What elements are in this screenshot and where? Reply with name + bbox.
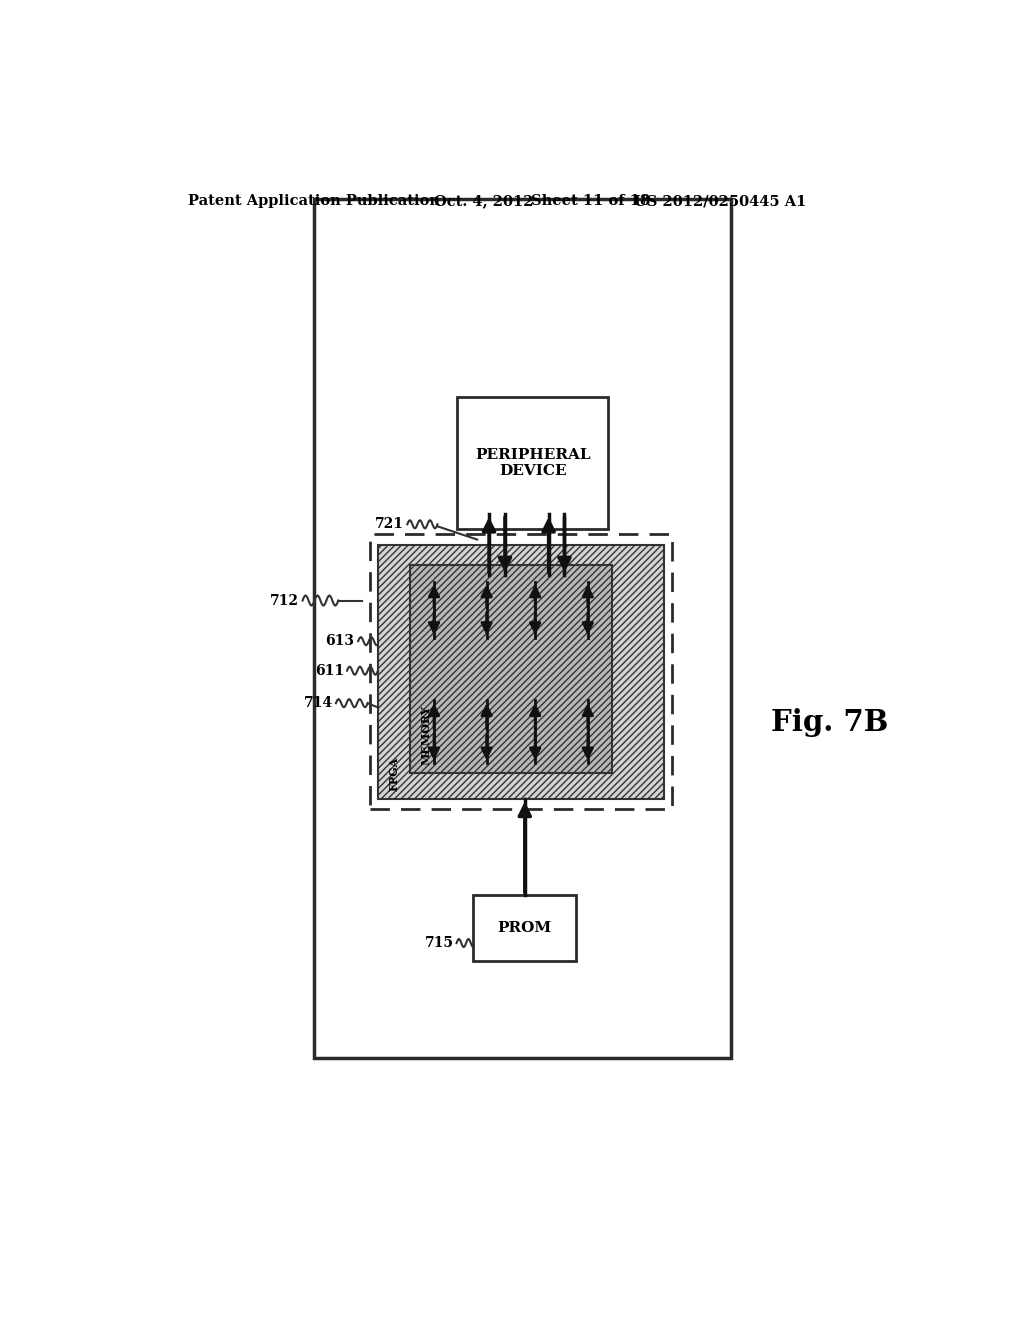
Text: MEMORY: MEMORY [420,705,431,766]
Text: Patent Application Publication: Patent Application Publication [187,194,439,209]
Text: FPGA: FPGA [388,756,399,791]
Text: 712: 712 [269,594,299,607]
Bar [314,199,731,1057]
Text: US 2012/0250445 A1: US 2012/0250445 A1 [634,194,807,209]
Text: Fig. 7B: Fig. 7B [771,708,888,737]
Bar [410,565,612,774]
Text: PROM: PROM [498,921,552,936]
Text: Oct. 4, 2012: Oct. 4, 2012 [433,194,534,209]
Text: 611: 611 [314,664,344,677]
Bar [378,545,664,799]
Text: 613: 613 [326,634,354,648]
Bar [458,397,608,529]
Text: 714: 714 [304,696,333,710]
Text: Sheet 11 of 18: Sheet 11 of 18 [531,194,650,209]
Text: PERIPHERAL
DEVICE: PERIPHERAL DEVICE [475,449,591,478]
Bar [473,895,577,961]
Text: 715: 715 [424,936,454,950]
Bar [370,535,672,809]
Text: 721: 721 [375,517,404,532]
